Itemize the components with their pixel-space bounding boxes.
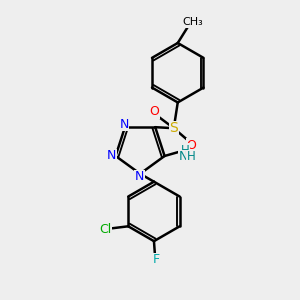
Text: N: N — [179, 151, 188, 164]
Text: S: S — [169, 121, 178, 135]
Text: O: O — [149, 105, 159, 118]
Text: N: N — [134, 170, 144, 183]
Text: N: N — [107, 149, 116, 163]
Text: H: H — [187, 151, 196, 164]
Text: H: H — [181, 143, 190, 157]
Text: O: O — [187, 139, 196, 152]
Text: F: F — [152, 254, 160, 266]
Text: N: N — [119, 118, 129, 131]
Text: CH₃: CH₃ — [182, 17, 203, 27]
Text: Cl: Cl — [99, 223, 112, 236]
